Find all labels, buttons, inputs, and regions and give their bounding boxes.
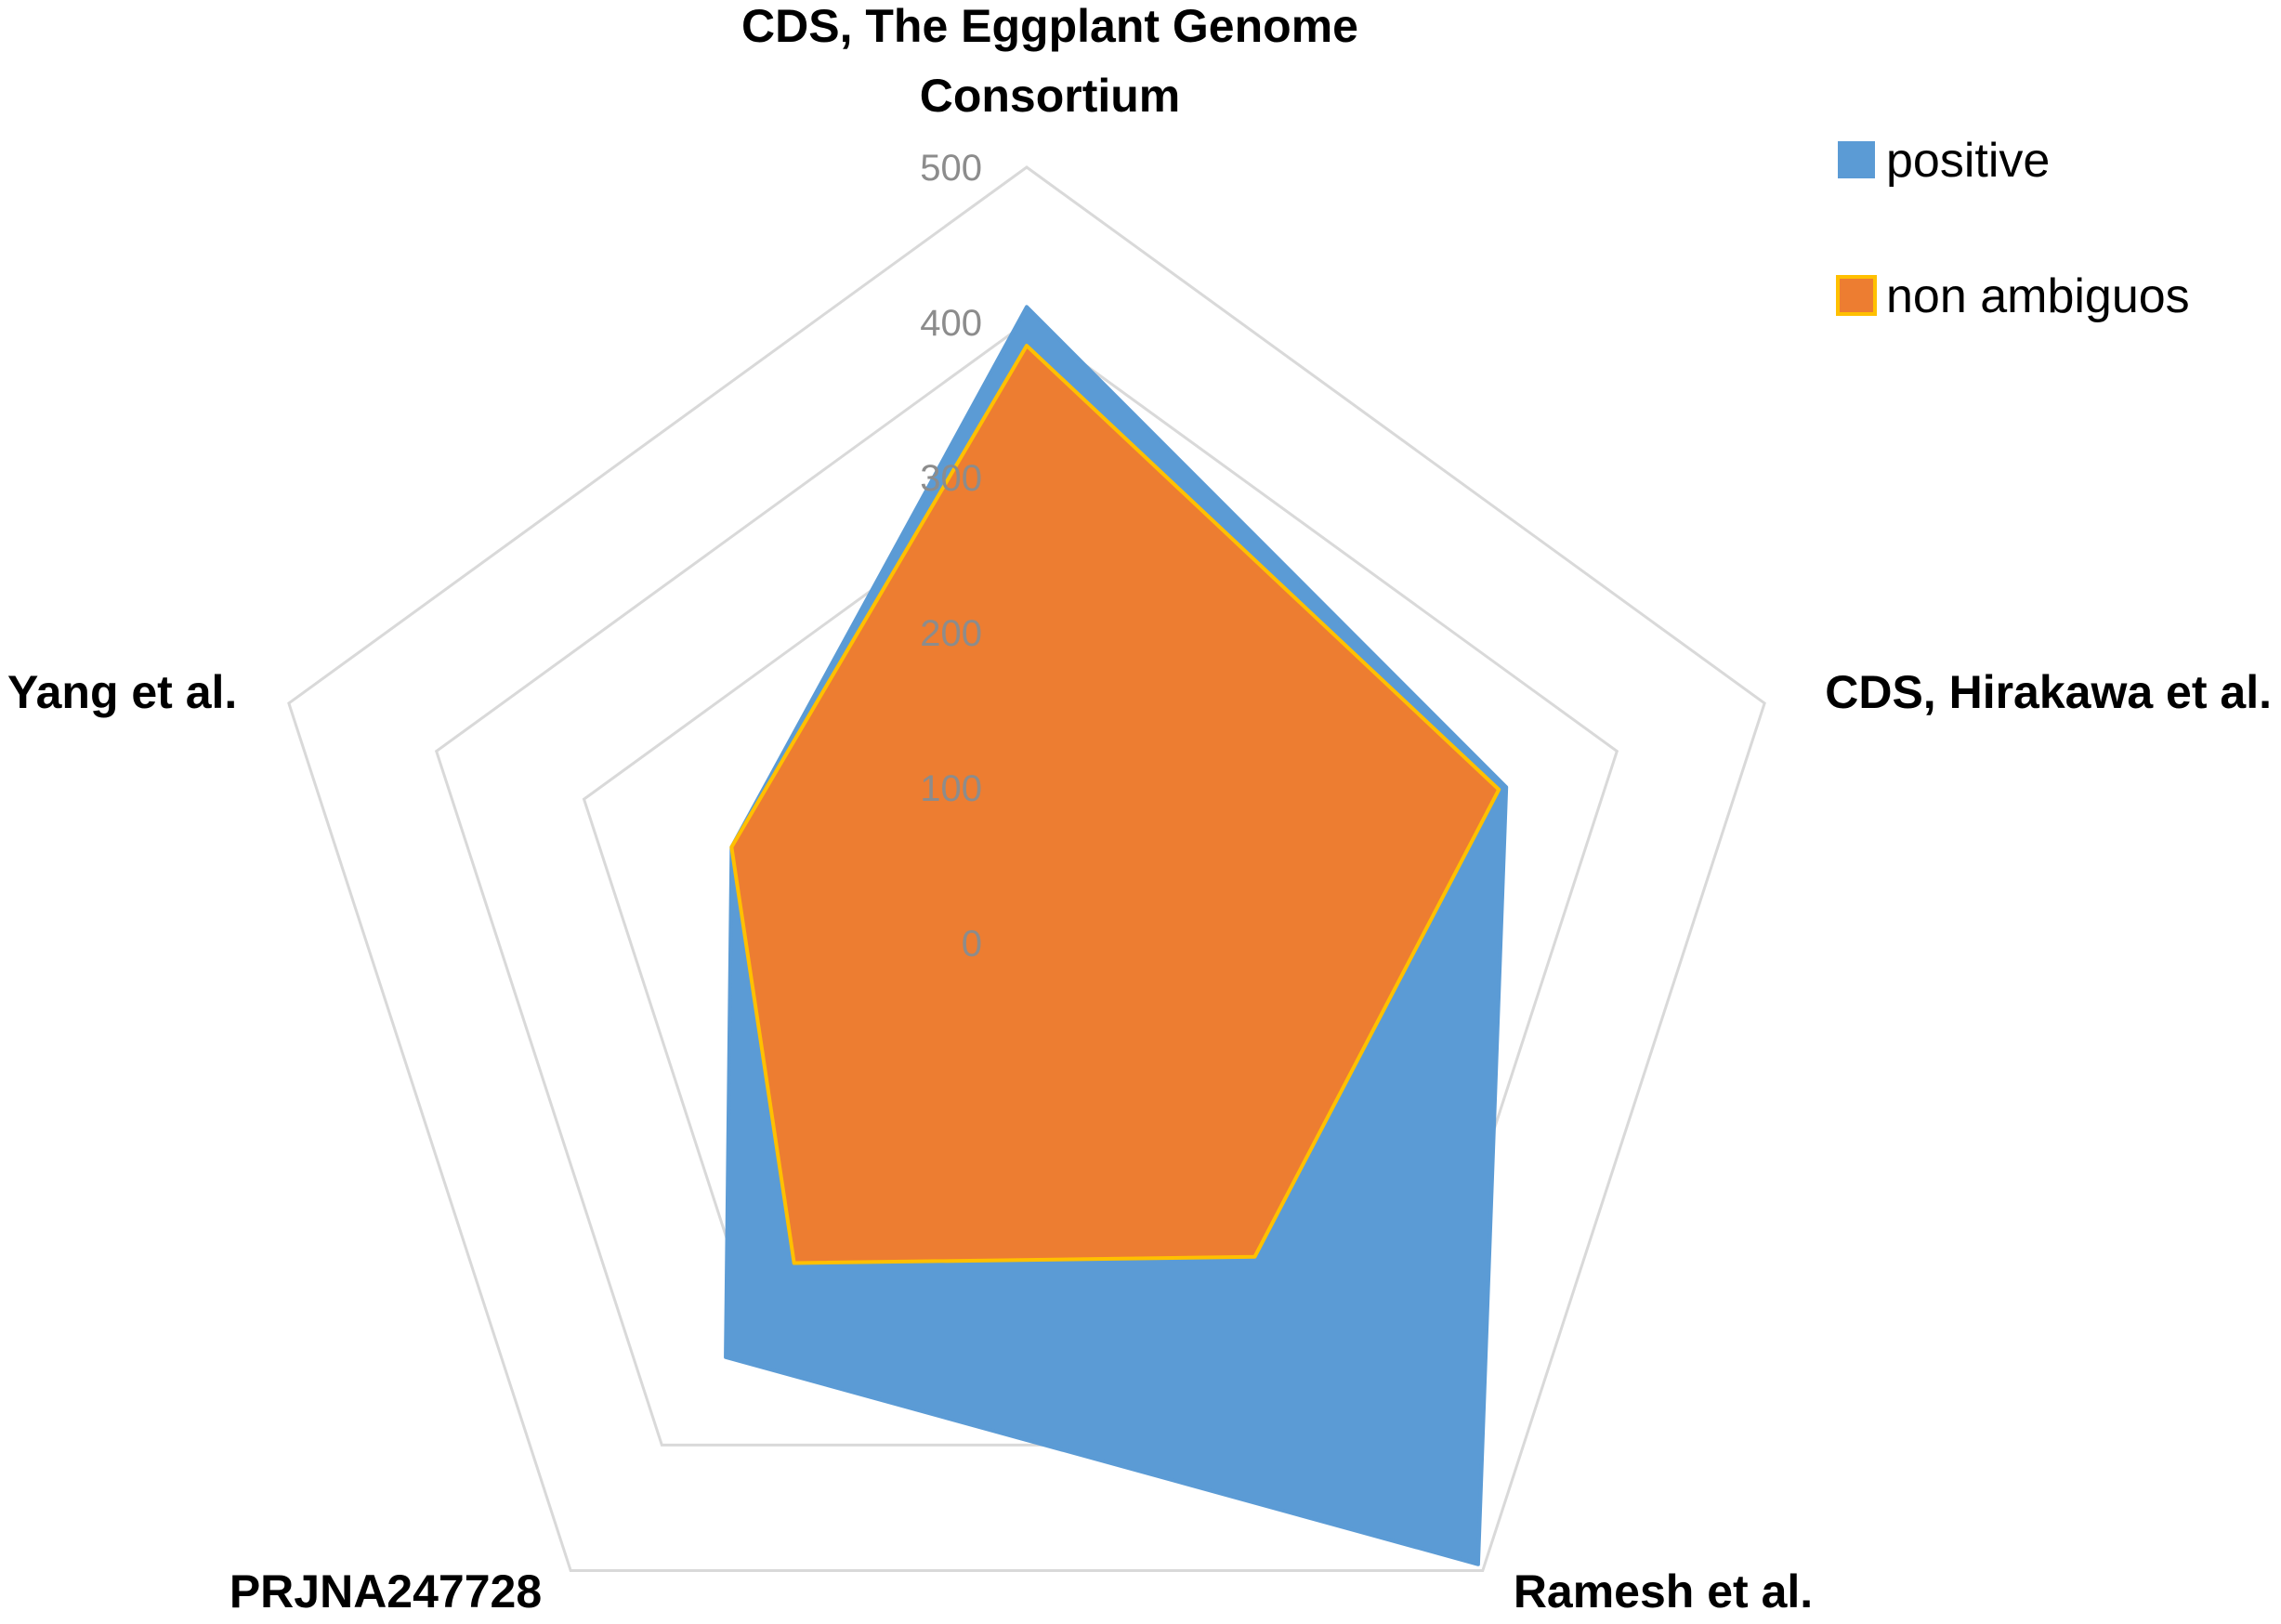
legend: positive non ambiguos — [1836, 134, 2190, 323]
tick-label: 400 — [920, 303, 982, 344]
category-label: CDS, The Eggplant Genome Consortium — [741, 0, 1358, 122]
tick-label: 200 — [920, 613, 982, 654]
tick-label: 300 — [920, 458, 982, 499]
category-label: CDS, Hirakawa et al. — [1825, 666, 2272, 718]
tick-label: 0 — [962, 923, 982, 964]
series-layer — [724, 305, 1509, 1566]
legend-label-1: non ambiguos — [1886, 269, 2190, 323]
category-label: Yang et al. — [7, 666, 237, 718]
tick-layer: 0 100 200 300 400 500 — [920, 148, 982, 964]
category-label: Ramesh et al. — [1514, 1565, 1813, 1617]
grid-ring-500 — [287, 165, 1766, 1573]
legend-swatch-1 — [1836, 275, 1877, 316]
tick-label: 100 — [920, 768, 982, 809]
category-label: PRJNA247728 — [229, 1565, 542, 1617]
legend-swatch-0 — [1838, 141, 1875, 178]
grid-ring-400 — [434, 321, 1619, 1447]
tick-label: 500 — [920, 148, 982, 189]
legend-label-0: positive — [1886, 134, 2050, 188]
category-layer: CDS, The Eggplant Genome Consortium CDS, H… — [7, 0, 2272, 1617]
series-area-1 — [729, 344, 1501, 1265]
